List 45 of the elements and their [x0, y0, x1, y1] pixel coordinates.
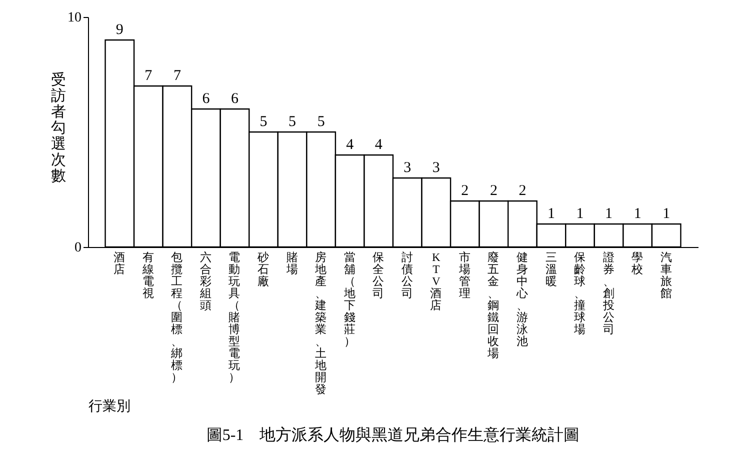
x-tick-label: 酒店 — [114, 251, 126, 276]
category-label: 廢五金、鋼鐵回收場 — [488, 252, 500, 360]
data-label: 3 — [432, 160, 440, 176]
x-axis-title: 行業別 — [88, 398, 130, 414]
category-label: 包攬工程（圍標、綁標） — [171, 252, 184, 384]
category-label: 電動玩具（賭博型電玩） — [228, 252, 241, 384]
data-label: 1 — [634, 206, 642, 222]
category-label: 房地產、建築業、土地開發 — [315, 252, 328, 396]
x-tick-label: 保全公司 — [372, 251, 385, 300]
text: 圖5-1 地方派系人物與黑道兄弟合作生意行業統計圖 — [206, 426, 580, 444]
data-label: 2 — [490, 183, 498, 199]
data-label: 9 — [116, 22, 124, 38]
data-label: 6 — [202, 91, 210, 107]
y-tick-label: 10 — [68, 10, 82, 26]
data-label: 7 — [144, 68, 153, 84]
y-axis-title: 受訪者勾選次數 — [51, 72, 66, 184]
data-label: 4 — [374, 137, 383, 153]
x-tick-label: 當舖（地下錢莊） — [342, 251, 356, 348]
data-label: 3 — [404, 160, 412, 176]
data-label: 1 — [605, 206, 613, 222]
x-tick-label: 三溫暖 — [545, 252, 558, 288]
data-label: 1 — [576, 206, 584, 222]
data-label: 2 — [518, 183, 526, 199]
data-label: 2 — [461, 183, 469, 199]
x-tick-label: 賭場 — [285, 251, 298, 276]
x-tick-label: 證券、創投公司 — [602, 251, 615, 336]
data-label: 1 — [662, 206, 670, 222]
x-tick-label: 保齡球、撞球場 — [573, 251, 586, 336]
x-tick-label: 有線電視 — [141, 251, 154, 300]
x-tick-label: KTV酒店 — [430, 252, 442, 312]
x-tick-label: 市場管理 — [458, 250, 471, 300]
x-tick-label: 健身中心、游泳池 — [515, 251, 528, 348]
x-tick-label: 討債公司 — [401, 251, 414, 300]
x-tick-label: 學校 — [630, 251, 644, 276]
data-label: 5 — [288, 114, 296, 130]
data-label: 7 — [173, 68, 182, 84]
x-tick-label: 砂石廠 — [256, 251, 270, 288]
x-tick-label: 六合彩組頭 — [198, 250, 212, 312]
data-label: 5 — [317, 114, 325, 130]
x-tick-label: 汽車旅館 — [660, 251, 672, 300]
data-label: 1 — [548, 206, 556, 222]
y-tick-label: 0 — [74, 240, 82, 256]
data-label: 4 — [346, 137, 354, 153]
data-label: 6 — [230, 91, 239, 107]
data-label: 5 — [260, 114, 268, 130]
